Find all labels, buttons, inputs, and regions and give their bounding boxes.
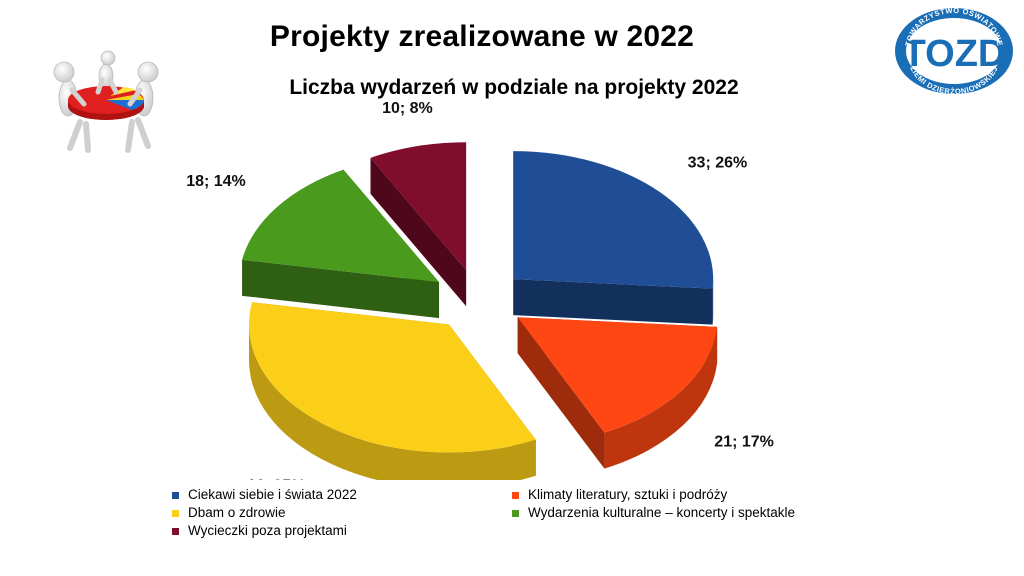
people-holding-pie-illustration [53,50,159,153]
page-title: Projekty zrealizowane w 2022 [269,20,695,53]
svg-text:TOZD: TOZD [903,33,1006,75]
data-label: 21; 17% [714,433,774,450]
exploded-3d-pie-chart: 33; 26% 21; 17% 44; 35% 18; 14% 10; 8% [186,100,774,480]
legend-label: Ciekawi siebie i świata 2022 [188,487,357,502]
legend-label: Wydarzenia kulturalne – koncerty i spekt… [528,505,796,520]
legend-swatch [172,491,179,499]
legend-swatch [172,509,179,517]
legend-entry: Klimaty literatury, sztuki i podróży [512,486,795,504]
legend-entry: Ciekawi siebie i świata 2022 [172,486,357,504]
pie-slice-5 [370,142,467,271]
legend-entry: Wycieczki poza projektami [172,522,357,540]
data-label: 44; 35% [246,477,306,480]
pie-slice-side [370,157,467,307]
legend-swatch [512,491,519,499]
pie-slice-2 [517,317,718,433]
legend-left-column: Ciekawi siebie i świata 2022 Dbam o zdrow… [172,486,357,540]
legend-label: Wycieczki poza projektami [188,523,347,538]
pie-slice-3 [249,302,536,453]
legend-label: Dbam o zdrowie [188,505,286,520]
data-label: 18; 14% [186,173,246,190]
legend-right-column: Klimaty literatury, sztuki i podróży Wyda… [512,486,795,522]
pie-slice-1 [513,151,714,289]
legend-label: Klimaty literatury, sztuki i podróży [528,487,728,502]
data-label: 10; 8% [382,100,433,117]
chart-title: Liczba wydarzeń w podziale na projekty 2… [289,76,739,99]
legend-entry: Dbam o zdrowie [172,504,357,522]
legend-entry: Wydarzenia kulturalne – koncerty i spekt… [512,504,795,522]
legend-swatch [512,509,519,517]
pie-slice-4 [242,169,440,283]
tozd-logo: TOZD TOWARZYSTWO OŚWIATOWE ZIEMI DZIERŻO… [895,6,1013,96]
legend-swatch [172,527,179,535]
data-label: 33; 26% [688,155,748,172]
pie-slice-side [513,279,714,325]
